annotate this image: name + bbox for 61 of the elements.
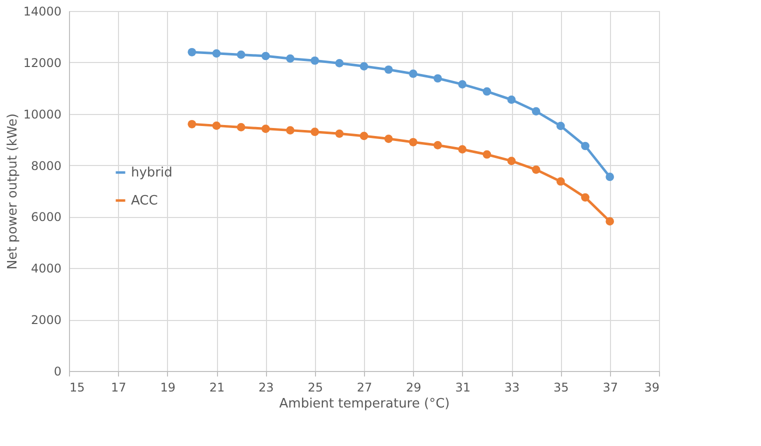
point xyxy=(507,156,516,166)
point xyxy=(236,123,246,132)
point xyxy=(261,52,270,60)
x-tick-label: 25 xyxy=(308,380,323,394)
y-tick-label: 12000 xyxy=(23,56,62,70)
x-tick-label: 33 xyxy=(504,380,520,394)
x-tick-label: 35 xyxy=(554,380,569,394)
point xyxy=(188,120,196,128)
x-tick-label: 15 xyxy=(70,380,85,394)
x-tick-label: 37 xyxy=(602,380,618,394)
point xyxy=(408,138,418,146)
y-tick-label: 8000 xyxy=(30,158,62,173)
x-tick-label: 27 xyxy=(356,380,372,394)
point xyxy=(286,126,294,134)
point xyxy=(188,48,196,56)
x-tick-label: 19 xyxy=(160,380,176,394)
x-tick-label: 29 xyxy=(406,380,422,394)
point xyxy=(434,141,442,150)
point xyxy=(360,132,368,140)
point xyxy=(286,54,294,63)
point xyxy=(434,74,442,83)
y-axis-title: Net power output (kWe) xyxy=(5,113,20,270)
point xyxy=(556,122,565,130)
x-tick-label: 21 xyxy=(209,380,225,394)
point xyxy=(261,124,270,133)
point xyxy=(310,56,320,65)
point xyxy=(507,96,516,104)
point xyxy=(532,107,540,116)
point xyxy=(606,217,614,226)
x-tick-label: 23 xyxy=(258,380,274,394)
x-tick-label: 31 xyxy=(455,380,470,394)
x-tick-label: 39 xyxy=(644,380,660,394)
point xyxy=(335,129,344,138)
point xyxy=(581,142,590,150)
y-tick-label: 2000 xyxy=(30,313,62,328)
point xyxy=(408,70,418,78)
point xyxy=(335,59,344,68)
point xyxy=(310,128,320,136)
point xyxy=(581,193,590,202)
legend-label: hybrid xyxy=(131,166,172,180)
point xyxy=(606,172,614,182)
y-tick-label: 6000 xyxy=(30,210,62,224)
point xyxy=(384,65,393,74)
y-tick-label: 4000 xyxy=(30,262,62,276)
x-tick-label: 17 xyxy=(111,380,126,394)
point xyxy=(532,165,540,174)
point xyxy=(236,50,246,59)
point xyxy=(556,177,565,186)
point xyxy=(360,62,368,70)
y-tick-label: 0 xyxy=(54,364,62,378)
legend-label: ACC xyxy=(131,194,158,208)
x-axis-title: Ambient temperature (°C) xyxy=(279,396,450,412)
point xyxy=(482,150,492,159)
point xyxy=(458,80,467,88)
y-tick-label: 14000 xyxy=(23,4,62,18)
point xyxy=(482,87,492,96)
y-tick-label: 10000 xyxy=(23,107,62,122)
point xyxy=(384,134,393,143)
point xyxy=(212,49,221,58)
point xyxy=(458,145,467,154)
point xyxy=(212,122,221,130)
